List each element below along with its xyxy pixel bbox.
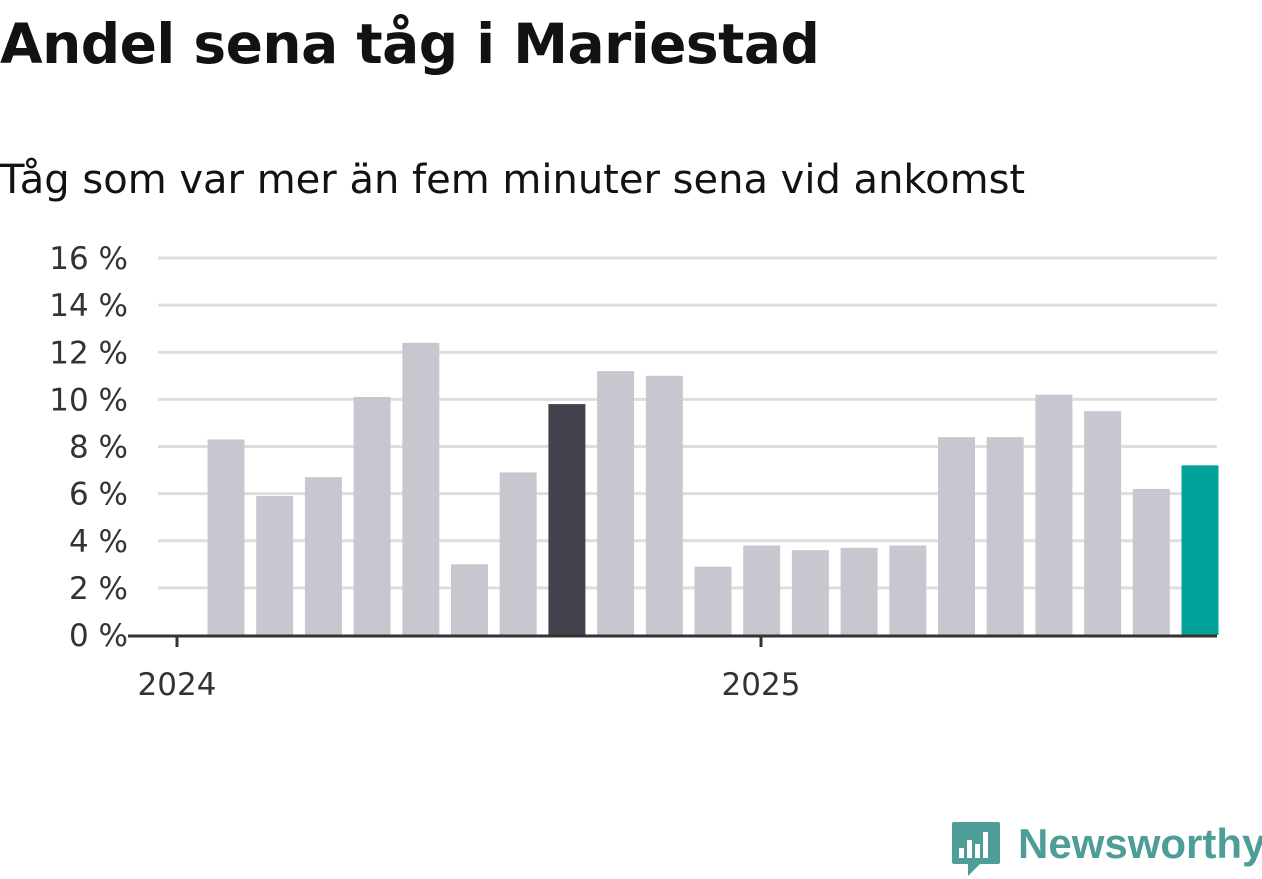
brand-name: Newsworthy bbox=[1018, 820, 1262, 867]
y-tick-label: 4 % bbox=[69, 524, 128, 560]
bar bbox=[694, 566, 732, 635]
bar bbox=[743, 545, 781, 635]
bar bbox=[597, 371, 635, 635]
bar bbox=[451, 564, 488, 635]
bar bbox=[207, 439, 245, 635]
y-tick-label: 0 % bbox=[69, 618, 128, 654]
x-axis-tick-labels: 2024 2025 bbox=[138, 667, 801, 703]
bar bbox=[938, 437, 975, 635]
bar bbox=[548, 404, 586, 635]
y-tick-label: 12 % bbox=[49, 335, 128, 371]
newsworthy-logo-icon bbox=[952, 822, 1000, 876]
bar bbox=[1084, 411, 1122, 635]
y-tick-label: 6 % bbox=[69, 477, 128, 513]
y-tick-label: 8 % bbox=[69, 430, 128, 466]
bar bbox=[840, 547, 878, 635]
bar bbox=[304, 477, 342, 635]
bar bbox=[791, 550, 829, 635]
bar bbox=[1035, 394, 1073, 635]
bar bbox=[402, 342, 440, 635]
x-axis bbox=[128, 634, 1217, 647]
x-tick-label: 2025 bbox=[722, 667, 801, 703]
bar bbox=[645, 375, 683, 635]
bars bbox=[207, 342, 1219, 635]
x-tick-label: 2024 bbox=[138, 667, 217, 703]
bar bbox=[889, 545, 927, 635]
newsworthy-logo: Newsworthy bbox=[950, 818, 1262, 878]
chart-title: Andel sena tåg i Mariestad bbox=[0, 12, 820, 76]
y-tick-label: 10 % bbox=[49, 382, 128, 418]
y-tick-label: 16 % bbox=[49, 241, 128, 277]
bar bbox=[499, 472, 537, 635]
chart-subtitle: Tåg som var mer än fem minuter sena vid … bbox=[0, 157, 1026, 203]
bar bbox=[256, 495, 294, 635]
bar bbox=[1132, 488, 1170, 635]
bar bbox=[1181, 465, 1219, 635]
bar bbox=[986, 437, 1024, 635]
y-tick-label: 14 % bbox=[49, 288, 128, 324]
y-tick-label: 2 % bbox=[69, 571, 128, 607]
y-axis-tick-labels: 0 % 2 % 4 % 6 % 8 % 10 % 12 % 14 % 16 % bbox=[49, 241, 128, 654]
bar bbox=[353, 397, 391, 635]
